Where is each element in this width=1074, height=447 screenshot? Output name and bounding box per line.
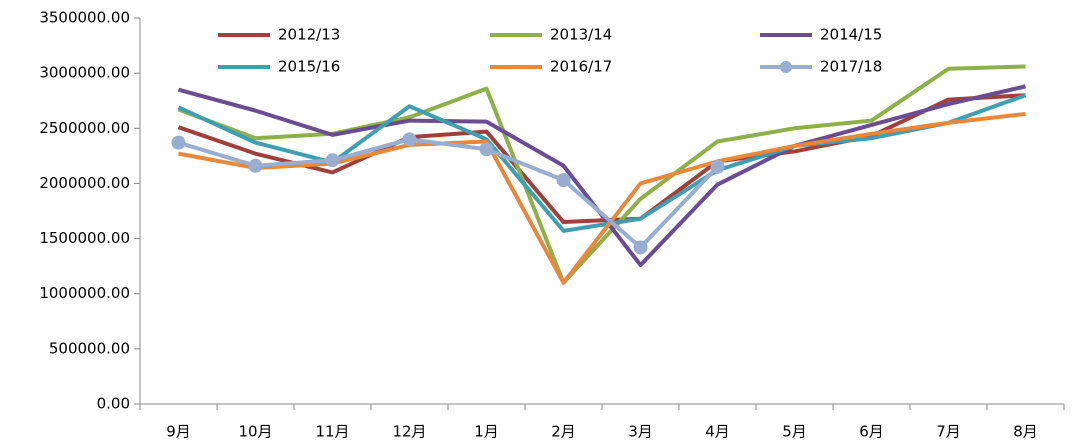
x-tick-label: 11月	[315, 423, 349, 441]
series-marker	[556, 173, 571, 188]
legend-label: 2016/17	[550, 58, 612, 76]
x-tick-label: 9月	[166, 423, 191, 441]
y-tick-label: 3000000.00	[39, 64, 130, 82]
x-tick-label: 2月	[551, 423, 576, 441]
series-marker	[325, 153, 340, 168]
x-tick-label: 8月	[1013, 423, 1038, 441]
x-tick-label: 6月	[859, 423, 884, 441]
y-tick-label: 1500000.00	[39, 229, 130, 247]
series-marker	[710, 159, 725, 174]
series-marker	[479, 142, 494, 157]
series-marker	[248, 158, 263, 173]
series-line	[177, 93, 1027, 233]
y-tick-label: 2500000.00	[39, 119, 130, 137]
x-tick-label: 1月	[474, 423, 499, 441]
series-line	[177, 64, 1026, 285]
x-tick-label: 5月	[782, 423, 807, 441]
legend-label: 2017/18	[820, 58, 882, 76]
y-tick-label: 500000.00	[49, 339, 130, 357]
series-line	[177, 93, 1026, 225]
series-line	[177, 137, 719, 250]
x-tick-label: 10月	[238, 423, 272, 441]
legend-label: 2014/15	[820, 26, 882, 44]
x-tick-label: 7月	[936, 423, 961, 441]
series-marker	[633, 240, 648, 255]
series-marker	[402, 132, 417, 147]
legend-marker	[780, 61, 792, 73]
y-tick-label: 1000000.00	[39, 284, 130, 302]
legend-label: 2013/14	[550, 26, 612, 44]
legend-label: 2015/16	[278, 58, 340, 76]
y-tick-label: 3500000.00	[39, 9, 130, 27]
legend-label: 2012/13	[278, 26, 340, 44]
series-marker	[171, 135, 186, 150]
x-tick-label: 3月	[628, 423, 653, 441]
y-tick-label: 2000000.00	[39, 174, 130, 192]
x-tick-label: 12月	[392, 423, 426, 441]
series-line	[178, 111, 1026, 285]
y-tick-label: 0.00	[97, 395, 130, 413]
x-tick-label: 4月	[705, 423, 730, 441]
